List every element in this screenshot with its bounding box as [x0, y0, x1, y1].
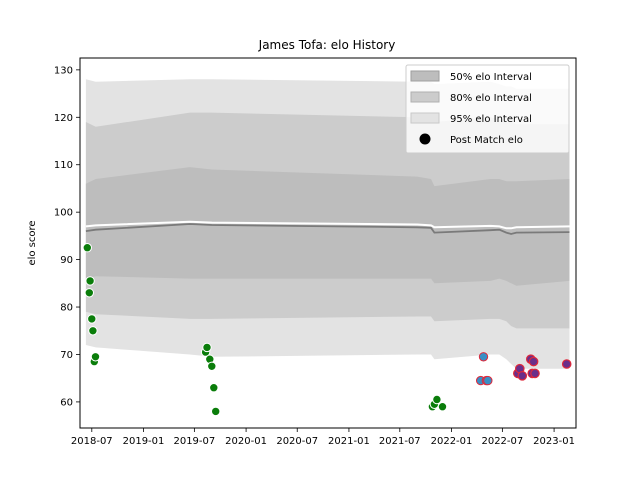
data-point-26 [528, 356, 539, 367]
data-point-10 [207, 361, 217, 371]
post-match-points [82, 243, 572, 417]
x-tick-label: 2020-07 [276, 436, 318, 447]
data-point-4 [88, 326, 98, 336]
data-point-27 [530, 368, 540, 379]
x-tick-label: 2018-07 [71, 436, 113, 447]
data-point-18 [478, 352, 489, 362]
y-tick-label: 70 [60, 350, 73, 361]
data-point-3 [87, 314, 97, 324]
chart-title: James Tofa: elo History [258, 38, 396, 52]
y-tick-label: 110 [54, 160, 73, 171]
legend-label: 50% elo Interval [450, 72, 532, 83]
legend-label: Post Match elo [450, 135, 523, 146]
x-tick-label: 2021-07 [379, 436, 421, 447]
y-axis-label: elo score [27, 220, 38, 265]
data-point-23 [517, 370, 528, 381]
legend-swatch-95-elo-interval [410, 112, 440, 124]
y-tick-label: 90 [60, 255, 73, 266]
data-point-6 [90, 352, 101, 362]
legend-label: 80% elo Interval [450, 93, 532, 104]
legend-marker-post-match [419, 133, 431, 145]
x-tick-label: 2022-01 [431, 436, 473, 447]
upper-line [85, 220, 570, 230]
data-point-20 [483, 375, 493, 386]
y-tick-label: 80 [60, 303, 73, 314]
y-tick-label: 60 [60, 397, 73, 408]
data-point-0 [82, 243, 93, 253]
legend: 50% elo Interval 80% elo Interval 95% elo … [405, 64, 570, 154]
x-tick-label: 2023-01 [533, 436, 575, 447]
x-tick-label: 2019-01 [123, 436, 165, 447]
legend-swatch-50-elo-interval [410, 70, 440, 82]
y-tick-label: 130 [54, 65, 73, 76]
data-point-1 [84, 288, 95, 298]
plot-frame [79, 57, 577, 429]
elo-lines [85, 220, 570, 235]
data-point-15 [432, 394, 442, 405]
x-tick-label: 2022-07 [481, 436, 523, 447]
axes: 60 70 80 90 100 110 120 130 2018-07 2019-01 2019-0… [54, 57, 577, 447]
legend-swatch-80-elo-interval [410, 91, 440, 103]
data-point-28 [561, 359, 572, 369]
mean-line [85, 223, 570, 235]
y-tick-label: 100 [54, 208, 73, 219]
x-tick-label: 2019-07 [173, 436, 215, 447]
x-tick-label: 2020-01 [225, 436, 267, 447]
data-point-12 [211, 406, 221, 417]
data-point-11 [209, 383, 219, 393]
legend-label: 95% elo Interval [450, 114, 532, 125]
legend-box [405, 64, 570, 154]
y-tick-label: 120 [54, 113, 73, 124]
data-point-2 [85, 276, 95, 286]
data-point-8 [202, 342, 212, 353]
data-point-16 [437, 402, 448, 412]
x-tick-label: 2021-01 [328, 436, 370, 447]
